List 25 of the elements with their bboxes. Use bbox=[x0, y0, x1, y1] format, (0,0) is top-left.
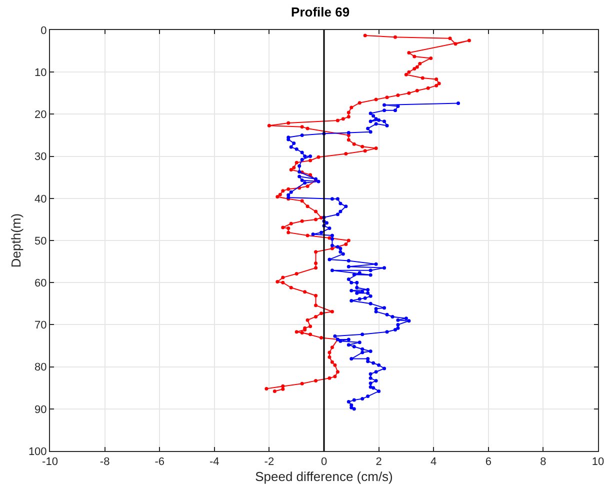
y-tick-label: 50 bbox=[34, 235, 47, 248]
y-tick-label: 40 bbox=[34, 193, 47, 206]
y-tick-label: 0 bbox=[40, 24, 47, 37]
x-axis-title: Speed difference (cm/s) bbox=[255, 468, 393, 484]
y-tick-label: 90 bbox=[34, 404, 47, 416]
y-tick-label: 30 bbox=[34, 151, 47, 164]
y-axis-title: Depth(m) bbox=[8, 213, 24, 268]
chart-title: Profile 69 bbox=[291, 4, 350, 20]
x-tick-label: 10 bbox=[592, 456, 604, 468]
x-tick-label: -6 bbox=[154, 456, 164, 468]
y-tick-label: 100 bbox=[28, 446, 47, 458]
x-tick-label: -8 bbox=[100, 456, 110, 468]
x-tick-label: -10 bbox=[42, 456, 58, 468]
x-tick-label: 2 bbox=[376, 456, 382, 468]
x-tick-label: -4 bbox=[210, 456, 220, 468]
y-tick-label: 20 bbox=[34, 109, 47, 122]
x-tick-label: 6 bbox=[485, 456, 492, 468]
y-tick-label: 10 bbox=[34, 66, 47, 79]
x-tick-label: 4 bbox=[430, 456, 437, 468]
y-tick-label: 60 bbox=[34, 277, 47, 290]
y-tick-label: 70 bbox=[34, 320, 47, 332]
y-tick-label: 80 bbox=[34, 362, 47, 374]
x-tick-label: -2 bbox=[264, 456, 274, 468]
x-tick-label: 0 bbox=[320, 456, 328, 468]
x-tick-label: 8 bbox=[540, 456, 546, 468]
